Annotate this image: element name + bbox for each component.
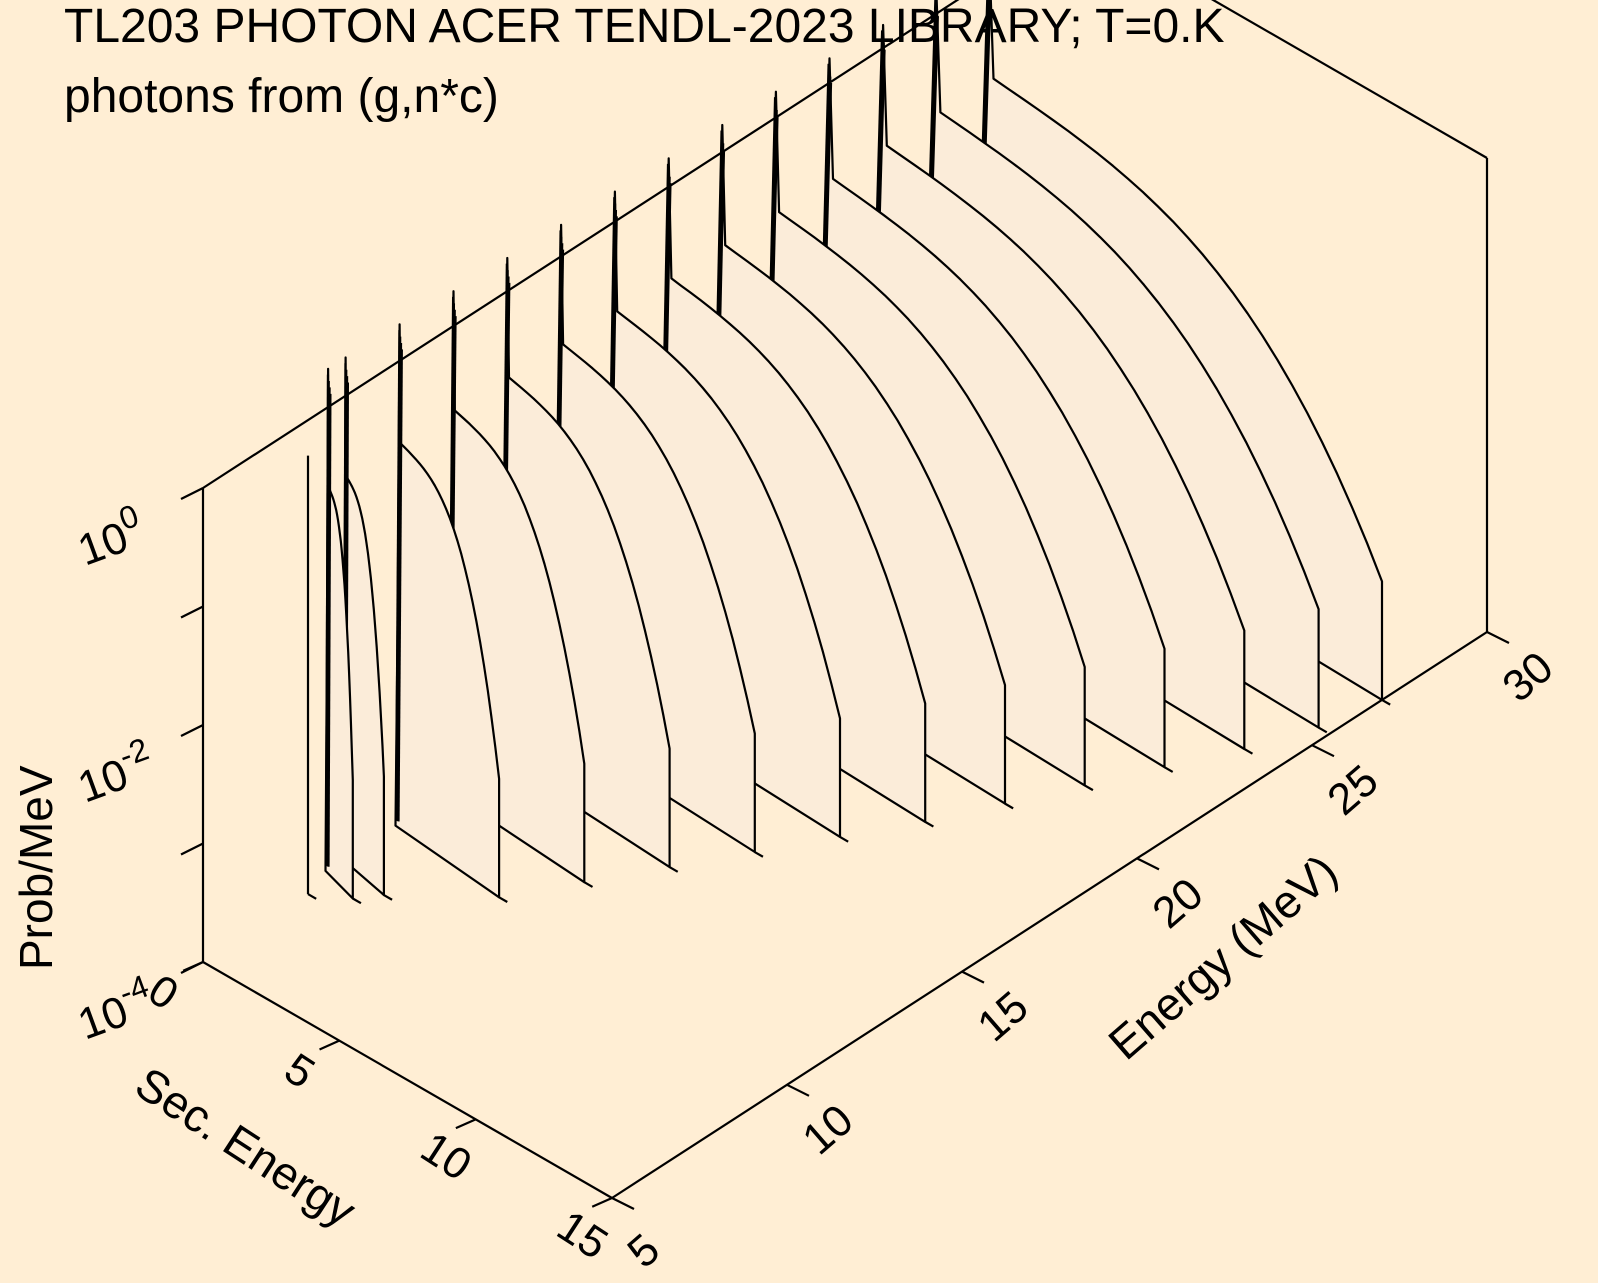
chart-subtitle: photons from (g,n*c) — [64, 70, 499, 123]
z-tick--4 — [180, 961, 204, 974]
series-slice-8 — [306, 455, 317, 900]
series-spike-10.5-3 — [397, 349, 403, 822]
z-tick-label-0: 100 — [68, 497, 151, 575]
x-axis-label: Sec. Energy — [127, 1057, 365, 1237]
series-base-24 — [1243, 748, 1254, 755]
x-tick-label-5: 5 — [276, 1044, 323, 1098]
z-tick--1 — [180, 605, 204, 619]
y-axis-label: Energy (MeV) — [1098, 844, 1346, 1069]
series-base-13.5 — [669, 866, 679, 873]
x-tick-5 — [319, 1039, 340, 1051]
x-tick-label-10: 10 — [412, 1123, 480, 1191]
y-tick-label-25: 25 — [1318, 756, 1387, 825]
z-tick-label--2: 10-2 — [68, 730, 161, 812]
series-base-10.5 — [498, 896, 508, 903]
series-base-12 — [583, 881, 594, 888]
x-tick-15 — [591, 1196, 613, 1208]
series-slice-8.5 — [324, 367, 362, 905]
y-tick-label-15: 15 — [968, 982, 1037, 1051]
z-tick--2 — [180, 724, 204, 737]
y-tick-5 — [611, 1197, 635, 1210]
series-base-18 — [924, 820, 934, 828]
z-tick-0 — [180, 487, 204, 500]
y-tick-10 — [786, 1083, 810, 1097]
series-spike-8.5-3 — [327, 393, 332, 867]
y-tick-label-30: 30 — [1493, 642, 1562, 711]
y-tick-25 — [1311, 744, 1335, 758]
right-top-edge — [1210, 0, 1488, 159]
series-base-8 — [307, 893, 317, 900]
y-tick-label-20: 20 — [1143, 869, 1212, 938]
y-tick-15 — [961, 970, 985, 984]
series-slice-10.5 — [394, 323, 508, 903]
y-axis-line — [611, 631, 1488, 1199]
series-base-22.5 — [1163, 766, 1174, 773]
y-tick-30 — [1486, 631, 1510, 644]
series-base-27 — [1381, 698, 1391, 706]
series-base-15 — [754, 851, 764, 858]
series-base-9 — [383, 894, 393, 901]
x-tick-10 — [455, 1118, 477, 1130]
z-axis-label: Prob/MeV — [10, 765, 62, 970]
series-base-21 — [1084, 784, 1094, 792]
x-tick-label-15: 15 — [549, 1201, 617, 1269]
y-tick-20 — [1136, 857, 1160, 871]
series-base-19.5 — [1004, 802, 1014, 810]
series-base-25.5 — [1318, 726, 1328, 734]
data-curves — [306, 0, 1391, 905]
series-base-8.5 — [352, 897, 362, 905]
x-axis-line — [202, 961, 613, 1199]
chart-title: TL203 PHOTON ACER TENDL-2023 LIBRARY; T=… — [64, 0, 1225, 53]
series-curve-10.5 — [394, 323, 501, 899]
y-tick-label-5: 5 — [618, 1225, 669, 1278]
y-tick-label-10: 10 — [793, 1095, 862, 1164]
series-base-16.5 — [839, 835, 849, 843]
z-tick--3 — [180, 842, 204, 856]
